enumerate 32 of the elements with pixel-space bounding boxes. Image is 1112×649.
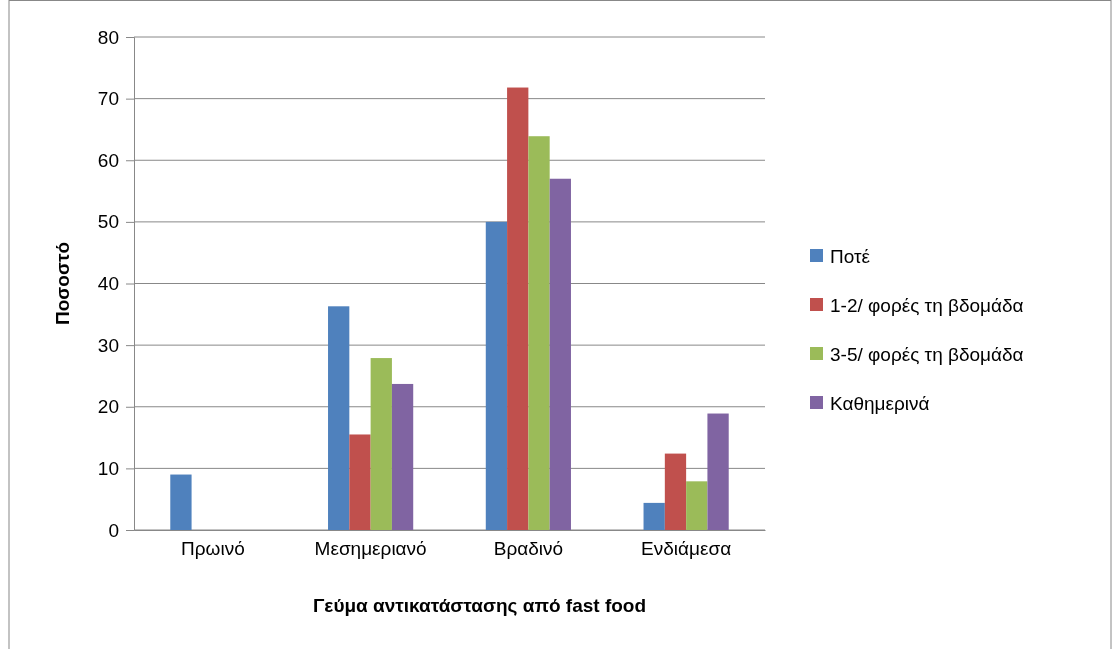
legend-label: 3-5/ φορές τη βδομάδα [830, 344, 1024, 365]
y-tick-label: 80 [97, 26, 119, 48]
bar [528, 136, 550, 530]
legend-label: Ποτέ [830, 246, 871, 267]
bar [328, 306, 350, 530]
bar [686, 481, 708, 530]
bar [643, 502, 665, 530]
bar [507, 87, 529, 530]
x-tick-label: Πρωινό [181, 538, 245, 559]
y-tick-label: 40 [97, 273, 119, 295]
y-axis-title: Ποσοστό [52, 241, 73, 326]
y-tick-label: 50 [97, 211, 119, 233]
bar [391, 383, 414, 530]
legend-label: 1-2/ φορές τη βδομάδα [830, 295, 1024, 316]
bar [664, 453, 687, 530]
x-tick-label: Βραδινό [493, 538, 564, 559]
bar [170, 474, 192, 530]
x-tick-label: Ενδιάμεσα [641, 538, 732, 559]
y-tick-label: 0 [108, 519, 119, 541]
bar [707, 413, 729, 530]
legend-label: Καθημερινά [830, 393, 930, 414]
bar [349, 434, 371, 530]
y-tick-label: 30 [97, 334, 119, 356]
x-axis-title: Γεύμα αντικατάστασης από fast food [312, 595, 647, 616]
bar [370, 358, 392, 530]
y-tick-label: 10 [97, 457, 119, 479]
bar [485, 221, 508, 530]
x-tick-label: Μεσημεριανό [314, 538, 427, 559]
y-tick-label: 70 [97, 88, 119, 110]
bar [549, 178, 571, 530]
y-tick-label: 60 [97, 149, 119, 171]
y-tick-label: 20 [97, 396, 119, 418]
